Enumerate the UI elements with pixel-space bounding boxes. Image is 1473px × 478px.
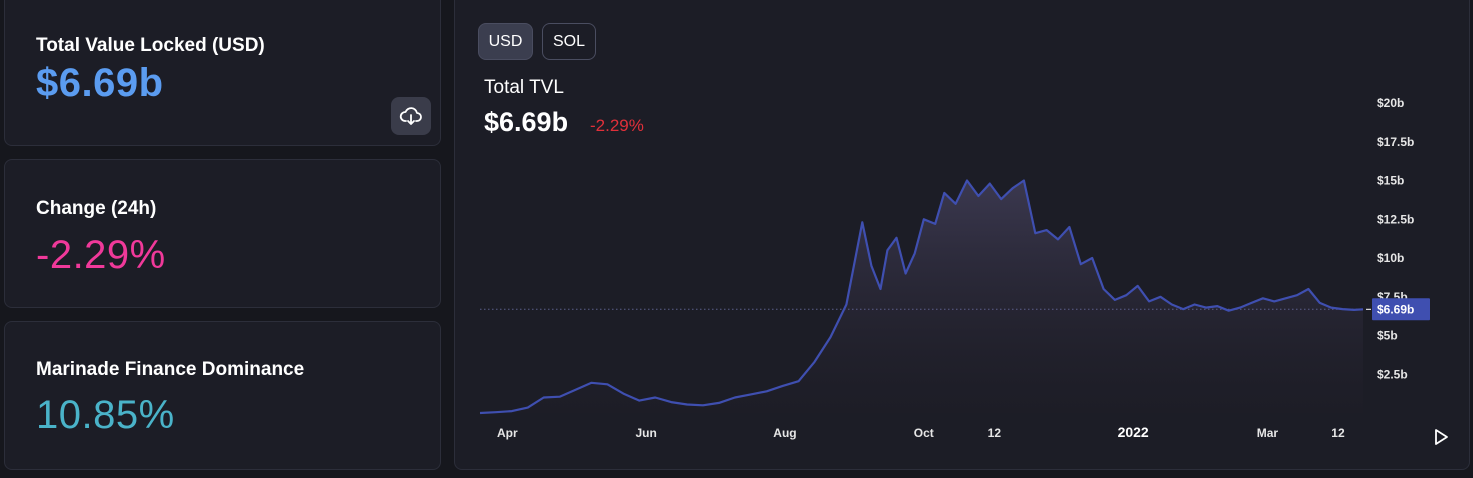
- x-tick-label: 12: [988, 426, 1002, 440]
- current-value-label: $6.69b: [1377, 302, 1414, 316]
- y-tick-label: $10b: [1377, 251, 1404, 265]
- tvl-area: [480, 180, 1363, 413]
- download-cloud-icon: [399, 107, 422, 125]
- y-tick-label: $2.5b: [1377, 367, 1408, 381]
- y-tick-label: $17.5b: [1377, 135, 1414, 149]
- x-tick-label: Jun: [635, 426, 656, 440]
- sol-toggle-button[interactable]: SOL: [542, 23, 596, 60]
- y-tick-label: $15b: [1377, 174, 1404, 188]
- dominance-label: Marinade Finance Dominance: [36, 359, 305, 380]
- play-button[interactable]: [1432, 428, 1450, 446]
- x-tick-label: 2022: [1118, 424, 1149, 440]
- tvl-value: $6.69b: [36, 61, 164, 105]
- chart-title: Total TVL: [484, 77, 564, 98]
- tvl-card: Total Value Locked (USD) $6.69b: [4, 0, 441, 146]
- x-tick-label: Oct: [914, 426, 934, 440]
- change-value: -2.29%: [36, 233, 166, 277]
- x-tick-label: Aug: [773, 426, 796, 440]
- tvl-chart-card: USD SOL Total TVL $6.69b -2.29% $2.5b $5b…: [454, 0, 1470, 470]
- x-tick-label: Apr: [497, 426, 518, 440]
- y-tick-label: $5b: [1377, 329, 1398, 343]
- current-value-marker: $6.69b: [1366, 298, 1430, 321]
- play-icon: [1435, 429, 1448, 445]
- chart-total-value: $6.69b: [484, 107, 569, 137]
- chart-change: -2.29%: [590, 116, 644, 135]
- usd-toggle-button[interactable]: USD: [478, 23, 533, 60]
- x-tick-label: 12: [1331, 426, 1345, 440]
- change-card: Change (24h) -2.29%: [4, 159, 441, 308]
- dominance-value: 10.85%: [36, 393, 175, 437]
- tvl-line: [479, 179, 1364, 415]
- download-button[interactable]: [391, 97, 431, 135]
- y-tick-label: $20b: [1377, 96, 1404, 110]
- tvl-area-chart[interactable]: $2.5b$5b$7.5b$10b$12.5b$15b$17.5b$20b Ap…: [455, 0, 1471, 471]
- x-tick-label: Mar: [1257, 426, 1279, 440]
- tvl-label: Total Value Locked (USD): [36, 35, 265, 56]
- change-label: Change (24h): [36, 198, 157, 219]
- y-tick-label: $12.5b: [1377, 212, 1414, 226]
- dominance-card: Marinade Finance Dominance 10.85%: [4, 321, 441, 470]
